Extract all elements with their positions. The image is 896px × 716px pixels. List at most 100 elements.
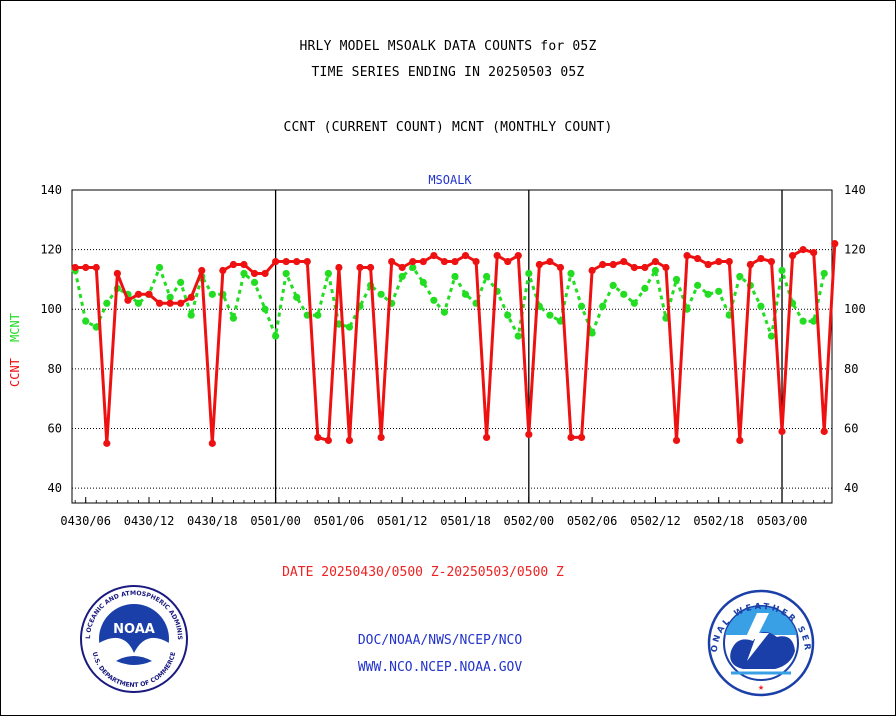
y-tick-right-80: 80 [844, 362, 858, 376]
point-mcnt-43 [525, 269, 533, 278]
point-ccnt-25 [335, 263, 343, 272]
point-ccnt-60 [704, 260, 712, 269]
chart-heading-line2: TIME SERIES ENDING IN 20250503 05Z [311, 65, 585, 80]
point-ccnt-11 [187, 293, 195, 301]
point-ccnt-9 [166, 299, 174, 307]
point-ccnt-6 [134, 290, 143, 298]
point-ccnt-46 [556, 263, 565, 272]
point-mcnt-26 [345, 323, 354, 331]
point-mcnt-50 [599, 302, 607, 310]
point-ccnt-62 [725, 257, 733, 266]
point-mcnt-21 [293, 293, 301, 301]
point-ccnt-7 [145, 290, 153, 298]
point-ccnt-63 [736, 436, 744, 444]
point-mcnt-2 [92, 323, 100, 331]
point-ccnt-71 [820, 427, 828, 436]
point-ccnt-68 [788, 251, 797, 260]
point-ccnt-53 [630, 263, 638, 272]
x-tick-label-3: 0501/00 [250, 514, 301, 528]
point-ccnt-47 [567, 433, 575, 442]
point-mcnt-33 [419, 278, 427, 287]
point-mcnt-55 [651, 266, 660, 275]
footer-url[interactable]: WWW.NCO.NCEP.NOAA.GOV [357, 660, 523, 675]
point-mcnt-18 [261, 305, 269, 313]
svg-text:★: ★ [758, 682, 764, 693]
point-ccnt-18 [261, 269, 269, 278]
point-ccnt-72 [831, 240, 839, 248]
point-ccnt-56 [662, 263, 670, 272]
y-tick-right-100: 100 [844, 302, 866, 316]
point-ccnt-28 [366, 263, 375, 272]
point-mcnt-70 [810, 317, 818, 325]
point-ccnt-30 [388, 257, 396, 266]
x-ticks: 0430/06 0430/12 0430/18 0501/00 0501/06 0501/… [60, 497, 825, 528]
y-axis-label-ccnt: CCNT [8, 358, 22, 387]
point-ccnt-31 [398, 263, 406, 272]
y-tick-left-140: 140 [40, 183, 62, 197]
point-ccnt-12 [198, 266, 206, 275]
point-ccnt-33 [419, 257, 427, 266]
point-ccnt-36 [451, 257, 459, 266]
y-tick-right-140: 140 [844, 183, 866, 197]
point-ccnt-52 [620, 257, 628, 266]
point-ccnt-14 [219, 266, 227, 275]
point-mcnt-54 [641, 284, 649, 292]
point-mcnt-51 [609, 281, 617, 289]
point-ccnt-50 [599, 260, 607, 269]
y-tick-left-100: 100 [40, 302, 62, 316]
x-tick-label-4: 0501/06 [314, 514, 365, 528]
point-mcnt-20 [282, 269, 290, 278]
point-ccnt-38 [472, 257, 480, 266]
point-mcnt-11 [187, 311, 195, 319]
y-tick-left-120: 120 [40, 243, 62, 257]
point-mcnt-34 [430, 296, 438, 304]
point-ccnt-8 [155, 299, 164, 307]
plot-title: MSOALK [428, 173, 472, 187]
point-ccnt-45 [546, 257, 554, 266]
point-ccnt-26 [345, 436, 354, 444]
point-ccnt-48 [577, 433, 586, 442]
point-mcnt-61 [715, 287, 723, 295]
point-mcnt-32 [409, 263, 417, 272]
point-mcnt-19 [272, 332, 280, 340]
x-tick-label-0: 0430/06 [60, 514, 111, 528]
y-tick-left-60: 60 [48, 421, 62, 435]
series-mcnt [71, 263, 828, 340]
point-ccnt-65 [757, 254, 765, 263]
x-tick-label-6: 0501/18 [440, 514, 491, 528]
point-ccnt-59 [694, 254, 702, 263]
point-ccnt-22 [303, 257, 311, 266]
chart-heading-line1: HRLY MODEL MSOALK DATA COUNTS for 05Z [299, 39, 597, 54]
point-mcnt-8 [155, 263, 164, 272]
point-ccnt-69 [799, 246, 807, 254]
point-ccnt-66 [767, 257, 776, 266]
point-ccnt-32 [409, 257, 417, 266]
point-ccnt-16 [240, 260, 248, 269]
point-ccnt-1 [82, 263, 90, 272]
point-mcnt-49 [588, 329, 596, 337]
point-mcnt-35 [440, 308, 449, 316]
point-ccnt-24 [324, 436, 332, 444]
point-ccnt-27 [356, 263, 364, 272]
noaa-logo: NOAA NATIONAL OCEANIC AND ATMOSPHERIC AD… [80, 585, 188, 693]
point-mcnt-41 [504, 311, 512, 319]
point-mcnt-36 [451, 272, 459, 281]
point-mcnt-13 [208, 290, 216, 298]
point-mcnt-3 [103, 299, 111, 307]
grid-lines [72, 249, 832, 489]
point-ccnt-4 [113, 269, 121, 278]
point-ccnt-61 [715, 257, 723, 266]
point-ccnt-5 [124, 296, 132, 304]
point-ccnt-35 [440, 257, 449, 266]
point-mcnt-45 [546, 311, 554, 319]
point-ccnt-17 [250, 269, 259, 278]
point-ccnt-41 [504, 257, 512, 266]
x-tick-label-8: 0502/06 [567, 514, 618, 528]
point-mcnt-48 [577, 302, 586, 310]
svg-text:NOAA: NOAA [113, 622, 155, 637]
point-ccnt-13 [208, 439, 216, 447]
point-mcnt-10 [177, 278, 185, 287]
point-mcnt-66 [767, 332, 776, 340]
point-ccnt-2 [92, 263, 100, 272]
